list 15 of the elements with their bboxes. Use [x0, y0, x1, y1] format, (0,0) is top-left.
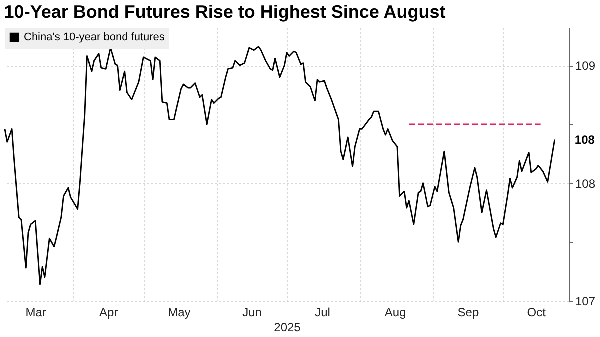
x-tick-label: Aug — [384, 306, 406, 320]
legend-label: China's 10-year bond futures — [24, 32, 166, 44]
x-tick-label: May — [168, 306, 191, 320]
x-axis-title: 2025 — [274, 320, 302, 334]
y-tick-label: 107 — [576, 294, 596, 308]
chart-title: 10-Year Bond Futures Rise to Highest Since August — [4, 2, 446, 22]
line-series — [4, 46, 556, 286]
x-tick-label: Sep — [458, 306, 480, 320]
x-tick-label: Oct — [527, 306, 547, 320]
y-tick-label: 109 — [576, 59, 596, 74]
x-tick-label: Mar — [26, 306, 46, 320]
x-tick-label: Jun — [242, 306, 262, 320]
y-tick-label: 108 — [576, 176, 596, 191]
x-tick-label: Apr — [100, 306, 118, 320]
x-tick-label: Jul — [315, 306, 330, 320]
